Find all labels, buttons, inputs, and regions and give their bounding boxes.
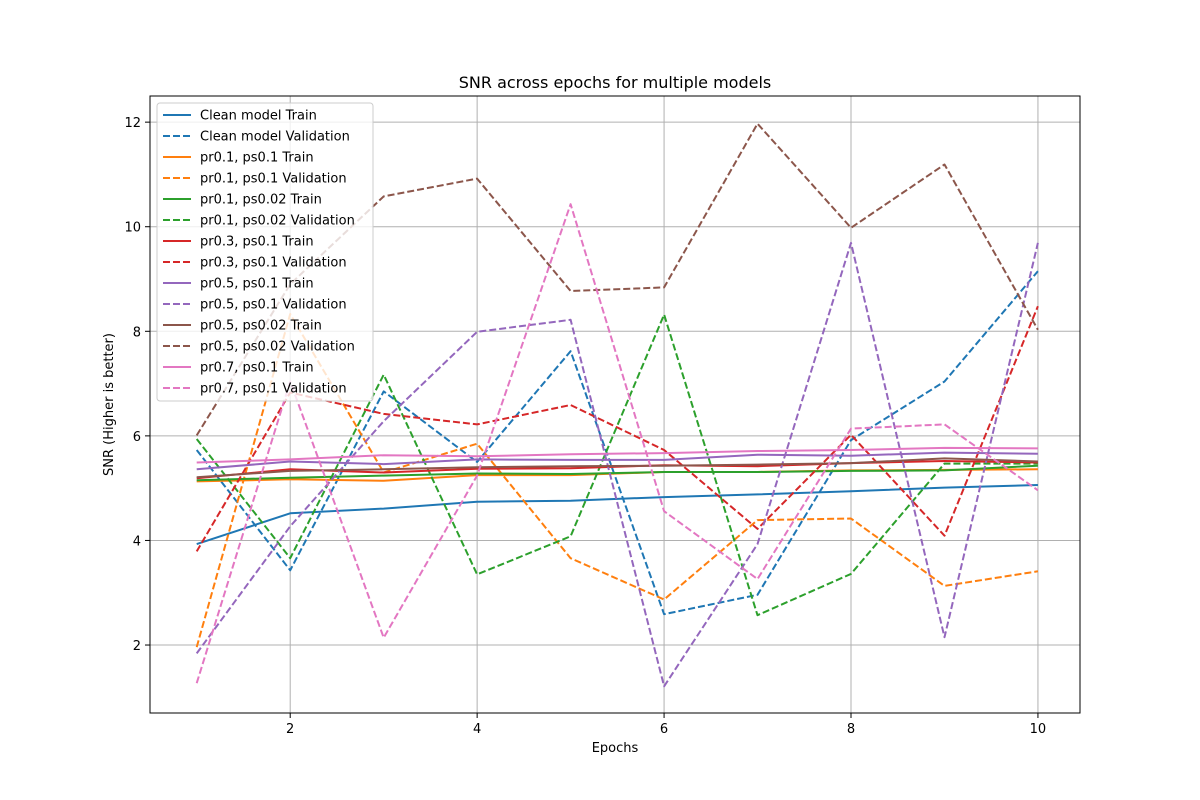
y-tick-label: 8 bbox=[133, 325, 141, 340]
legend-entry-label: pr0.1, ps0.1 Train bbox=[200, 151, 314, 166]
y-tick-label: 10 bbox=[124, 221, 141, 236]
y-tick-label: 6 bbox=[133, 430, 141, 445]
axis-ticks: 2 4 6 8 10 2 4 6 8 10 12 bbox=[124, 116, 1046, 737]
x-tick-label: 2 bbox=[286, 722, 294, 737]
chart-title: SNR across epochs for multiple models bbox=[459, 73, 772, 92]
legend-entry-label: pr0.1, ps0.1 Validation bbox=[200, 172, 347, 187]
y-axis-label: SNR (Higher is better) bbox=[102, 333, 117, 476]
x-tick-label: 6 bbox=[660, 722, 668, 737]
legend-entry-label: pr0.7, ps0.1 Validation bbox=[200, 382, 347, 397]
legend: Clean model Train Clean model Validation p… bbox=[156, 102, 374, 402]
x-axis-label: Epochs bbox=[592, 741, 639, 756]
x-tick-label: 4 bbox=[473, 722, 481, 737]
series-line-4 bbox=[195, 313, 1039, 648]
x-tick-label: 10 bbox=[1030, 722, 1047, 737]
legend-entry-label: pr0.5, ps0.1 Train bbox=[200, 277, 314, 292]
legend-entry-label: Clean model Validation bbox=[200, 130, 350, 145]
series-line-5 bbox=[196, 464, 1038, 482]
series-line-8 bbox=[195, 305, 1039, 552]
legend-entry-label: Clean model Train bbox=[200, 109, 317, 124]
legend-entry-label: pr0.3, ps0.1 Validation bbox=[200, 256, 347, 271]
plot-area-frame bbox=[149, 95, 1081, 714]
series-line-6 bbox=[195, 313, 1038, 617]
legend-entry-label: pr0.1, ps0.02 Train bbox=[200, 193, 322, 208]
legend-entry-label: pr0.1, ps0.02 Validation bbox=[200, 214, 355, 229]
series-line-9 bbox=[196, 451, 1038, 471]
legend-box bbox=[156, 102, 374, 402]
legend-entry-label: pr0.5, ps0.02 Train bbox=[200, 319, 322, 334]
series-line-10 bbox=[195, 241, 1039, 688]
legend-entry-label: pr0.7, ps0.1 Train bbox=[200, 361, 314, 376]
series-line-14 bbox=[195, 203, 1039, 684]
series-line-13 bbox=[196, 446, 1038, 464]
y-tick-label: 4 bbox=[133, 534, 141, 549]
legend-entry-label: pr0.5, ps0.02 Validation bbox=[200, 340, 355, 355]
y-tick-label: 12 bbox=[124, 116, 141, 131]
legend-entry-label: pr0.5, ps0.1 Validation bbox=[200, 298, 347, 313]
x-tick-label: 8 bbox=[847, 722, 855, 737]
y-tick-label: 2 bbox=[133, 639, 141, 654]
series-line-11 bbox=[196, 457, 1038, 479]
legend-entry-label: pr0.3, ps0.1 Train bbox=[200, 235, 314, 250]
